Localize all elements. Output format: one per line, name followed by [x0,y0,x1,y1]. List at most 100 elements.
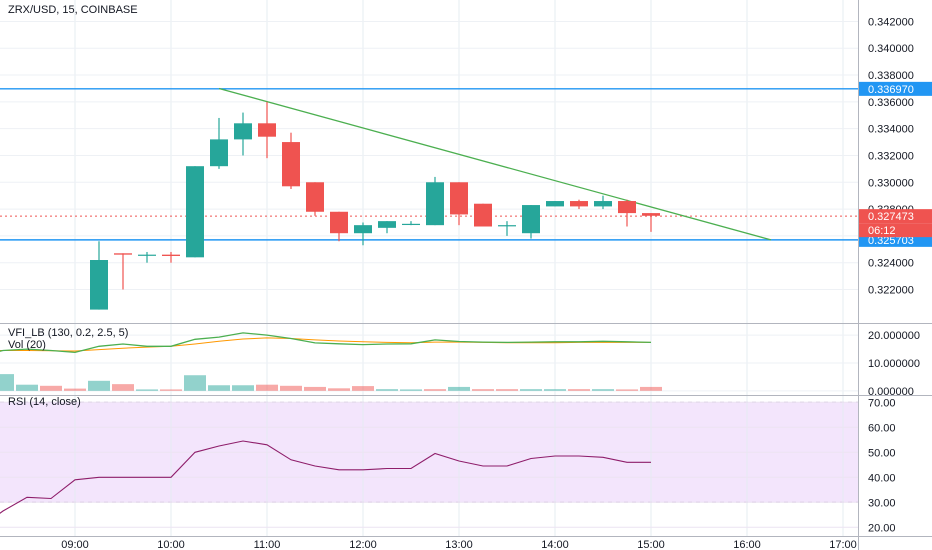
candle [90,241,108,310]
volume-bar [376,389,398,391]
volume-bar [16,384,38,391]
volume-bar [112,384,134,391]
volume-bar [544,389,566,391]
volume-bar [568,389,590,391]
volume-bar [136,389,158,391]
rsi-tick-label: 60.00 [868,422,896,434]
candle [378,221,396,234]
rsi-tick-label: 70.00 [868,397,896,409]
time-tick-label: 14:00 [541,539,569,550]
price-tick-label: 0.322000 [868,284,914,296]
candle [450,182,468,226]
candle-body [642,213,660,216]
volume-bar [208,385,230,391]
price-tick-label: 0.332000 [868,150,914,162]
volume-bar [496,389,518,391]
volume-bar [184,375,206,391]
candle [618,199,636,227]
candle [306,182,324,216]
candle-body [618,201,636,214]
candle [186,166,204,258]
last-price-badge: 0.327473 [868,211,914,223]
candle-body [306,182,324,212]
price-tick-label: 0.340000 [868,43,914,55]
rsi-line [0,440,651,514]
candle-body [210,139,228,167]
price-tick-label: 0.342000 [868,16,914,28]
candle-body [162,254,180,256]
candle-body [186,166,204,258]
vfi-line [0,332,652,354]
time-tick-label: 13:00 [445,539,473,550]
candle-body [546,201,564,207]
time-tick-label: 10:00 [157,539,185,550]
candle-body [138,254,156,256]
price-tick-label: 0.338000 [868,70,914,82]
candle [258,101,276,159]
vfi-indicator-label[interactable]: VFI_LB (130, 0.2, 2.5, 5) [8,327,129,339]
volume-bar [448,386,470,391]
volume-bar [400,389,422,391]
volume-bar [472,389,494,391]
candle-body [378,221,396,228]
vol-tick-label: 10.000000 [868,358,920,370]
candle [330,211,348,242]
candle-body [474,203,492,227]
candle-body [114,253,132,255]
price-tick-label: 0.334000 [868,124,914,136]
hline-price-badge-bg [859,81,932,96]
volume-bar [616,389,638,391]
candle [210,117,228,169]
candle [354,222,372,246]
candle [402,221,420,226]
volume-bar [640,386,662,391]
symbol-title: ZRX/USD, 15, COINBASE [8,4,138,16]
time-tick-label: 12:00 [349,539,377,550]
candle-body [450,182,468,215]
hline-price-badge: 0.336970 [868,84,914,96]
rsi-tick-label: 40.00 [868,472,896,484]
volume-bar [592,389,614,391]
candle-body [354,225,372,234]
candle-body [570,201,588,207]
candle [546,201,564,207]
time-tick-label: 11:00 [254,539,281,550]
candle-body [594,201,612,207]
volume-bar [232,385,254,391]
volume-bar [352,386,374,391]
volume-bar [88,380,110,391]
candle-body [258,123,276,137]
time-tick-label: 09:00 [61,539,89,550]
time-tick-label: 15:00 [637,539,665,550]
candle [234,112,252,156]
candle-body [426,182,444,226]
candle-body [402,223,420,226]
candle [642,213,660,232]
trendline [218,87,772,241]
price-tick-label: 0.324000 [868,258,914,270]
candle [138,251,156,263]
volume-bar [328,388,350,391]
vol-ma-line [0,337,651,352]
volume-bar [256,384,278,391]
candle [426,176,444,226]
countdown-badge: 06:12 [868,225,896,237]
candle-body [330,211,348,234]
volume-bar [160,389,182,391]
rsi-indicator-label[interactable]: RSI (14, close) [8,396,81,408]
vol-tick-label: 20.000000 [868,330,920,342]
price-tick-label: 0.330000 [868,177,914,189]
vol-tick-label: 0.000000 [868,386,914,398]
time-tick-label: 17:00 [829,539,857,550]
volume-bar [424,389,446,391]
candle-body [498,225,516,227]
price-tick-label: 0.336000 [868,97,914,109]
rsi-tick-label: 50.00 [868,447,896,459]
hline-price-badge: 0.325703 [868,235,914,247]
candle-body [282,142,300,187]
rsi-tick-label: 20.00 [868,522,896,534]
volume-bar [304,386,326,391]
candle [162,251,180,263]
volume-indicator-label[interactable]: Vol (20) [8,339,46,351]
